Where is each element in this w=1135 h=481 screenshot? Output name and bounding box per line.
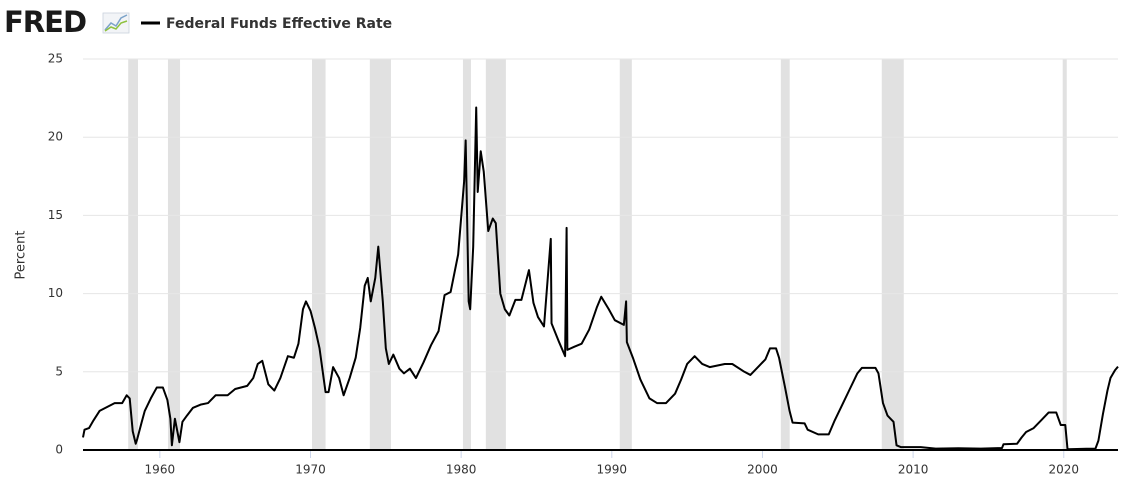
data-line (82, 106, 1119, 451)
legend-label: Federal Funds Effective Rate (166, 16, 392, 32)
recession-band (369, 59, 391, 450)
x-tick-label: 2020 (1048, 463, 1079, 477)
recession-band (485, 59, 506, 450)
recession-band (167, 59, 181, 450)
x-tick-label: 2010 (898, 463, 929, 477)
x-tick-label: 1970 (295, 463, 326, 477)
x-tick-label: 1960 (145, 463, 176, 477)
recession-band (619, 59, 632, 450)
x-tick-label: 1990 (597, 463, 628, 477)
y-tick-label: 10 (48, 286, 63, 300)
x-tick-label: 2000 (747, 463, 778, 477)
recession-band (1062, 59, 1067, 450)
recession-band (128, 59, 138, 450)
y-tick-label: 15 (48, 208, 63, 222)
y-tick-label: 25 (48, 52, 63, 66)
y-tick-label: 0 (55, 443, 63, 457)
logo-icon (102, 12, 130, 34)
y-axis-label: Percent (14, 231, 29, 280)
x-tick-label: 1980 (446, 463, 477, 477)
recession-band (311, 59, 326, 450)
y-tick-label: 20 (48, 130, 63, 144)
recession-band (881, 59, 904, 450)
logo: FRED (4, 5, 86, 39)
y-tick-label: 5 (55, 364, 63, 378)
recession-band (780, 59, 790, 450)
